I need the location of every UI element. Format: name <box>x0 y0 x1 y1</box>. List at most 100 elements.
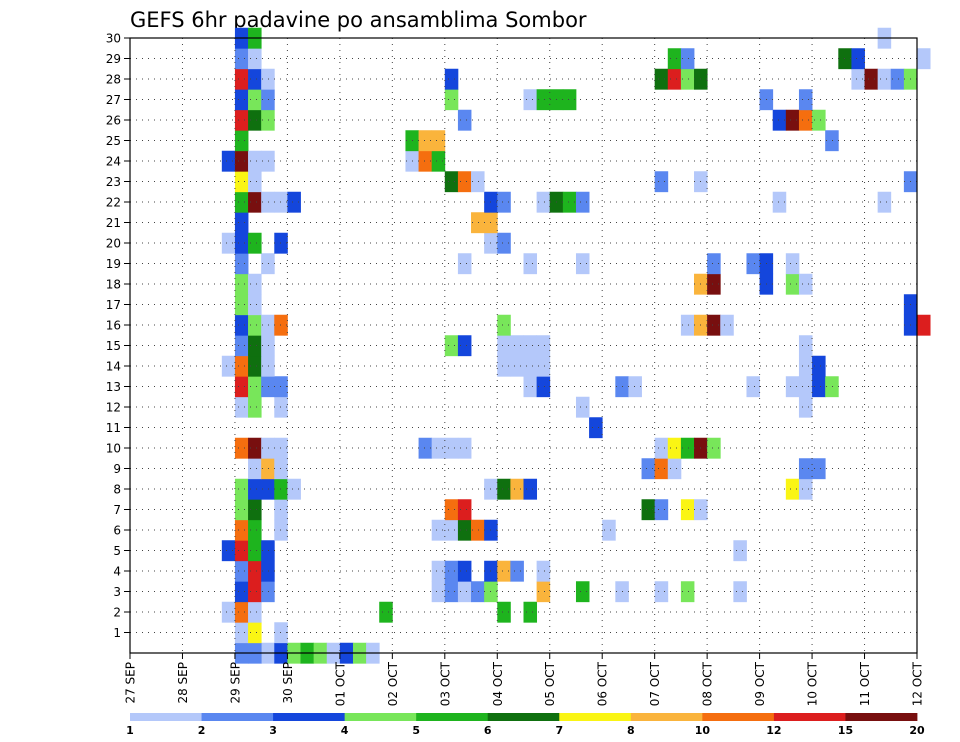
heatmap-cell <box>457 253 472 275</box>
heatmap-cell <box>248 232 262 254</box>
heatmap-cell <box>536 89 551 111</box>
heatmap-cell <box>274 314 288 336</box>
heatmap-cell <box>510 478 524 500</box>
x-tick-label: 02 OCT <box>386 661 400 706</box>
heatmap-cell <box>444 171 459 193</box>
heatmap-cell <box>274 396 288 418</box>
heatmap-cell <box>261 540 275 562</box>
heatmap-cell <box>234 499 249 521</box>
heatmap-cell <box>234 48 249 70</box>
heatmap-cell <box>444 68 459 90</box>
heatmap-cell <box>248 560 262 582</box>
colorbar-swatch <box>773 713 846 721</box>
heatmap-cell <box>457 581 472 603</box>
x-tick-label: 07 OCT <box>648 661 662 706</box>
heatmap-cell <box>497 191 511 213</box>
heatmap-cell <box>471 519 485 541</box>
heatmap-cell <box>274 499 288 521</box>
heatmap-cell <box>917 48 931 70</box>
heatmap-cell <box>680 68 695 90</box>
y-tick-label: 24 <box>106 155 121 169</box>
heatmap-cell <box>746 253 760 275</box>
y-tick-label: 30 <box>106 32 121 46</box>
y-axis: 1234567891011121314151617181920212223242… <box>106 32 130 640</box>
heatmap-cell <box>457 171 472 193</box>
y-tick-label: 21 <box>106 216 121 230</box>
heatmap-cell <box>798 273 813 295</box>
heatmap-cell <box>248 314 262 336</box>
heatmap-cell <box>248 355 262 377</box>
x-tick-label: 05 OCT <box>543 661 557 706</box>
heatmap-cell <box>234 540 249 562</box>
heatmap-cell <box>471 212 485 234</box>
heatmap-cell <box>667 48 682 70</box>
colorbar-label: 20 <box>909 724 925 737</box>
heatmap-cell <box>234 437 249 459</box>
heatmap-cell <box>471 171 485 193</box>
heatmap-cell <box>221 601 236 623</box>
heatmap-cell <box>234 622 249 644</box>
heatmap-cell <box>444 437 459 459</box>
heatmap-cell <box>248 540 262 562</box>
heatmap-cell <box>248 273 262 295</box>
heatmap-cell <box>680 437 695 459</box>
heatmap-cell <box>234 212 249 234</box>
heatmap-cell <box>234 253 249 275</box>
heatmap-cell <box>234 109 249 131</box>
heatmap-cell <box>523 601 538 623</box>
heatmap-cell <box>798 376 813 398</box>
heatmap-cell <box>418 150 433 172</box>
heatmap-cell <box>287 191 301 213</box>
heatmap-cell <box>785 376 800 398</box>
heatmap-cell <box>261 89 275 111</box>
heatmap-cell <box>234 314 249 336</box>
x-tick-label: 29 SEP <box>228 662 242 704</box>
colorbar-swatch <box>702 713 775 721</box>
heatmap-cell <box>444 560 459 582</box>
y-tick-label: 15 <box>106 339 121 353</box>
heatmap-cell <box>444 581 459 603</box>
heatmap-cell <box>536 581 551 603</box>
heatmap-cell <box>431 581 446 603</box>
x-tick-label: 04 OCT <box>491 661 505 706</box>
heatmap-cell <box>234 396 249 418</box>
heatmap-cell <box>890 68 905 90</box>
heatmap-cell <box>248 171 262 193</box>
heatmap-cell <box>707 273 721 295</box>
heatmap-cell <box>497 355 511 377</box>
heatmap-cell <box>575 581 590 603</box>
heatmap-cell <box>812 458 826 480</box>
y-tick-label: 18 <box>106 278 121 292</box>
heatmap-cell <box>418 437 433 459</box>
heatmap-cell <box>798 458 813 480</box>
colorbar-label: 4 <box>341 724 349 737</box>
y-tick-label: 23 <box>106 175 121 189</box>
heatmap-cell <box>667 437 682 459</box>
colorbar-swatch <box>416 713 489 721</box>
heatmap-cell <box>457 335 472 357</box>
heatmap-cell <box>248 150 262 172</box>
heatmap-cell <box>261 253 275 275</box>
heatmap-cell <box>654 581 669 603</box>
heatmap-cell <box>510 355 524 377</box>
heatmap-cell <box>274 478 288 500</box>
heatmap-cell <box>418 130 433 152</box>
heatmap-cell <box>733 540 747 562</box>
heatmap-cell <box>680 314 695 336</box>
heatmap-cell <box>575 253 590 275</box>
heatmap-cell <box>798 109 813 131</box>
heatmap-cell <box>261 150 275 172</box>
heatmap-cell <box>261 355 275 377</box>
heatmap-cell <box>248 294 262 316</box>
heatmap-cell <box>667 458 682 480</box>
y-tick-label: 29 <box>106 52 121 66</box>
heatmap-cell <box>431 130 446 152</box>
heatmap-cell <box>536 335 551 357</box>
heatmap-cell <box>431 437 446 459</box>
heatmap-cell <box>877 68 892 90</box>
y-tick-label: 19 <box>106 257 121 271</box>
heatmap-cell <box>680 48 695 70</box>
colorbar-label: 7 <box>555 724 563 737</box>
heatmap-cell <box>877 191 892 213</box>
chart-title: GEFS 6hr padavine po ansamblima Sombor <box>130 8 587 32</box>
